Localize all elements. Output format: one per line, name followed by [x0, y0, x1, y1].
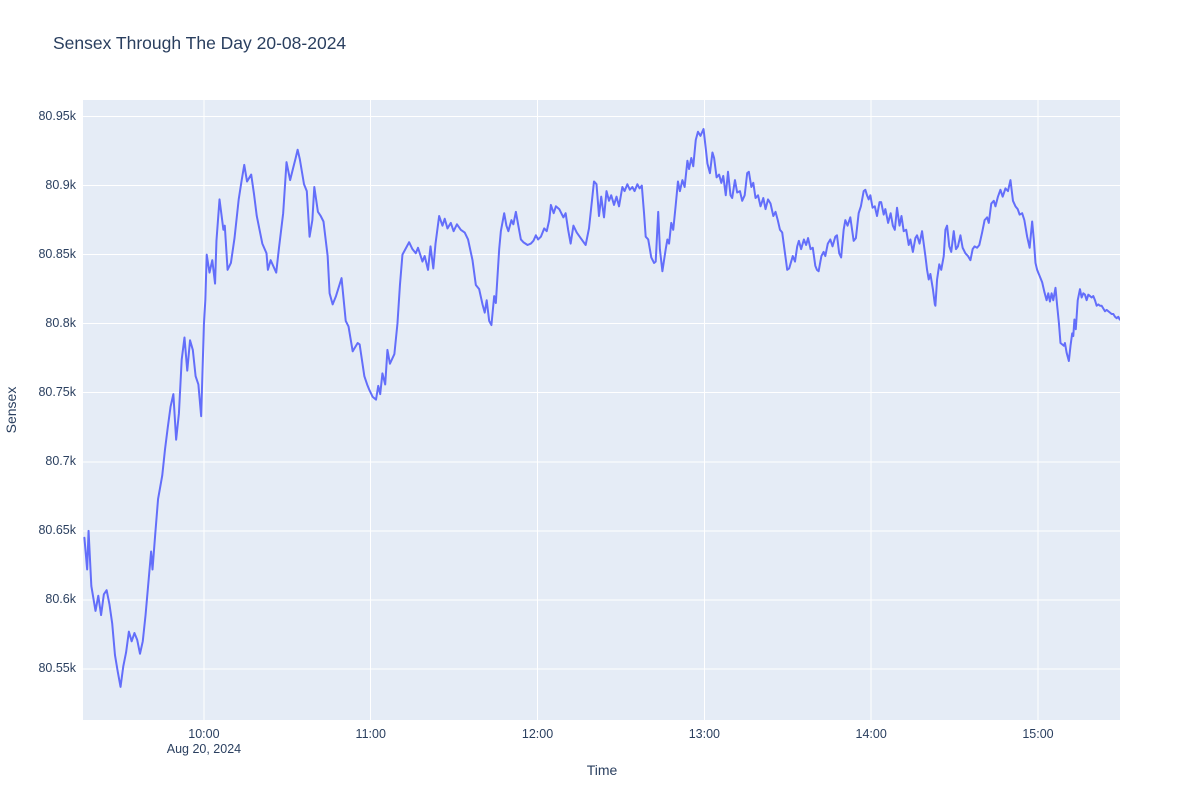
chart-title: Sensex Through The Day 20-08-2024 [53, 33, 347, 53]
y-tick-label: 80.65k [38, 523, 76, 538]
plot-area[interactable] [83, 100, 1120, 720]
y-axis-title: Sensex [3, 386, 19, 434]
x-axis-title: Time [586, 762, 618, 778]
x-tick-label: 12:00 [521, 727, 554, 741]
y-tick-label: 80.9k [45, 178, 76, 193]
y-tick-label: 80.75k [38, 385, 76, 400]
x-tick-label: 11:00 [355, 727, 386, 741]
y-tick-label: 80.7k [45, 454, 76, 469]
x-tick-label: 13:00 [688, 727, 720, 741]
x-tick-label: 10:00 [188, 727, 220, 741]
series-line-sensex[interactable] [83, 128, 1120, 688]
line-chart-svg [83, 100, 1120, 720]
y-tick-label: 80.55k [38, 661, 76, 676]
x-tick-label: 14:00 [855, 727, 887, 741]
x-tick-label: 15:00 [1022, 727, 1054, 741]
y-tick-label: 80.8k [45, 316, 76, 331]
y-tick-label: 80.6k [45, 592, 76, 607]
x-axis-date-label: Aug 20, 2024 [166, 742, 242, 756]
y-tick-label: 80.85k [38, 247, 76, 262]
y-tick-label: 80.95k [38, 109, 76, 124]
